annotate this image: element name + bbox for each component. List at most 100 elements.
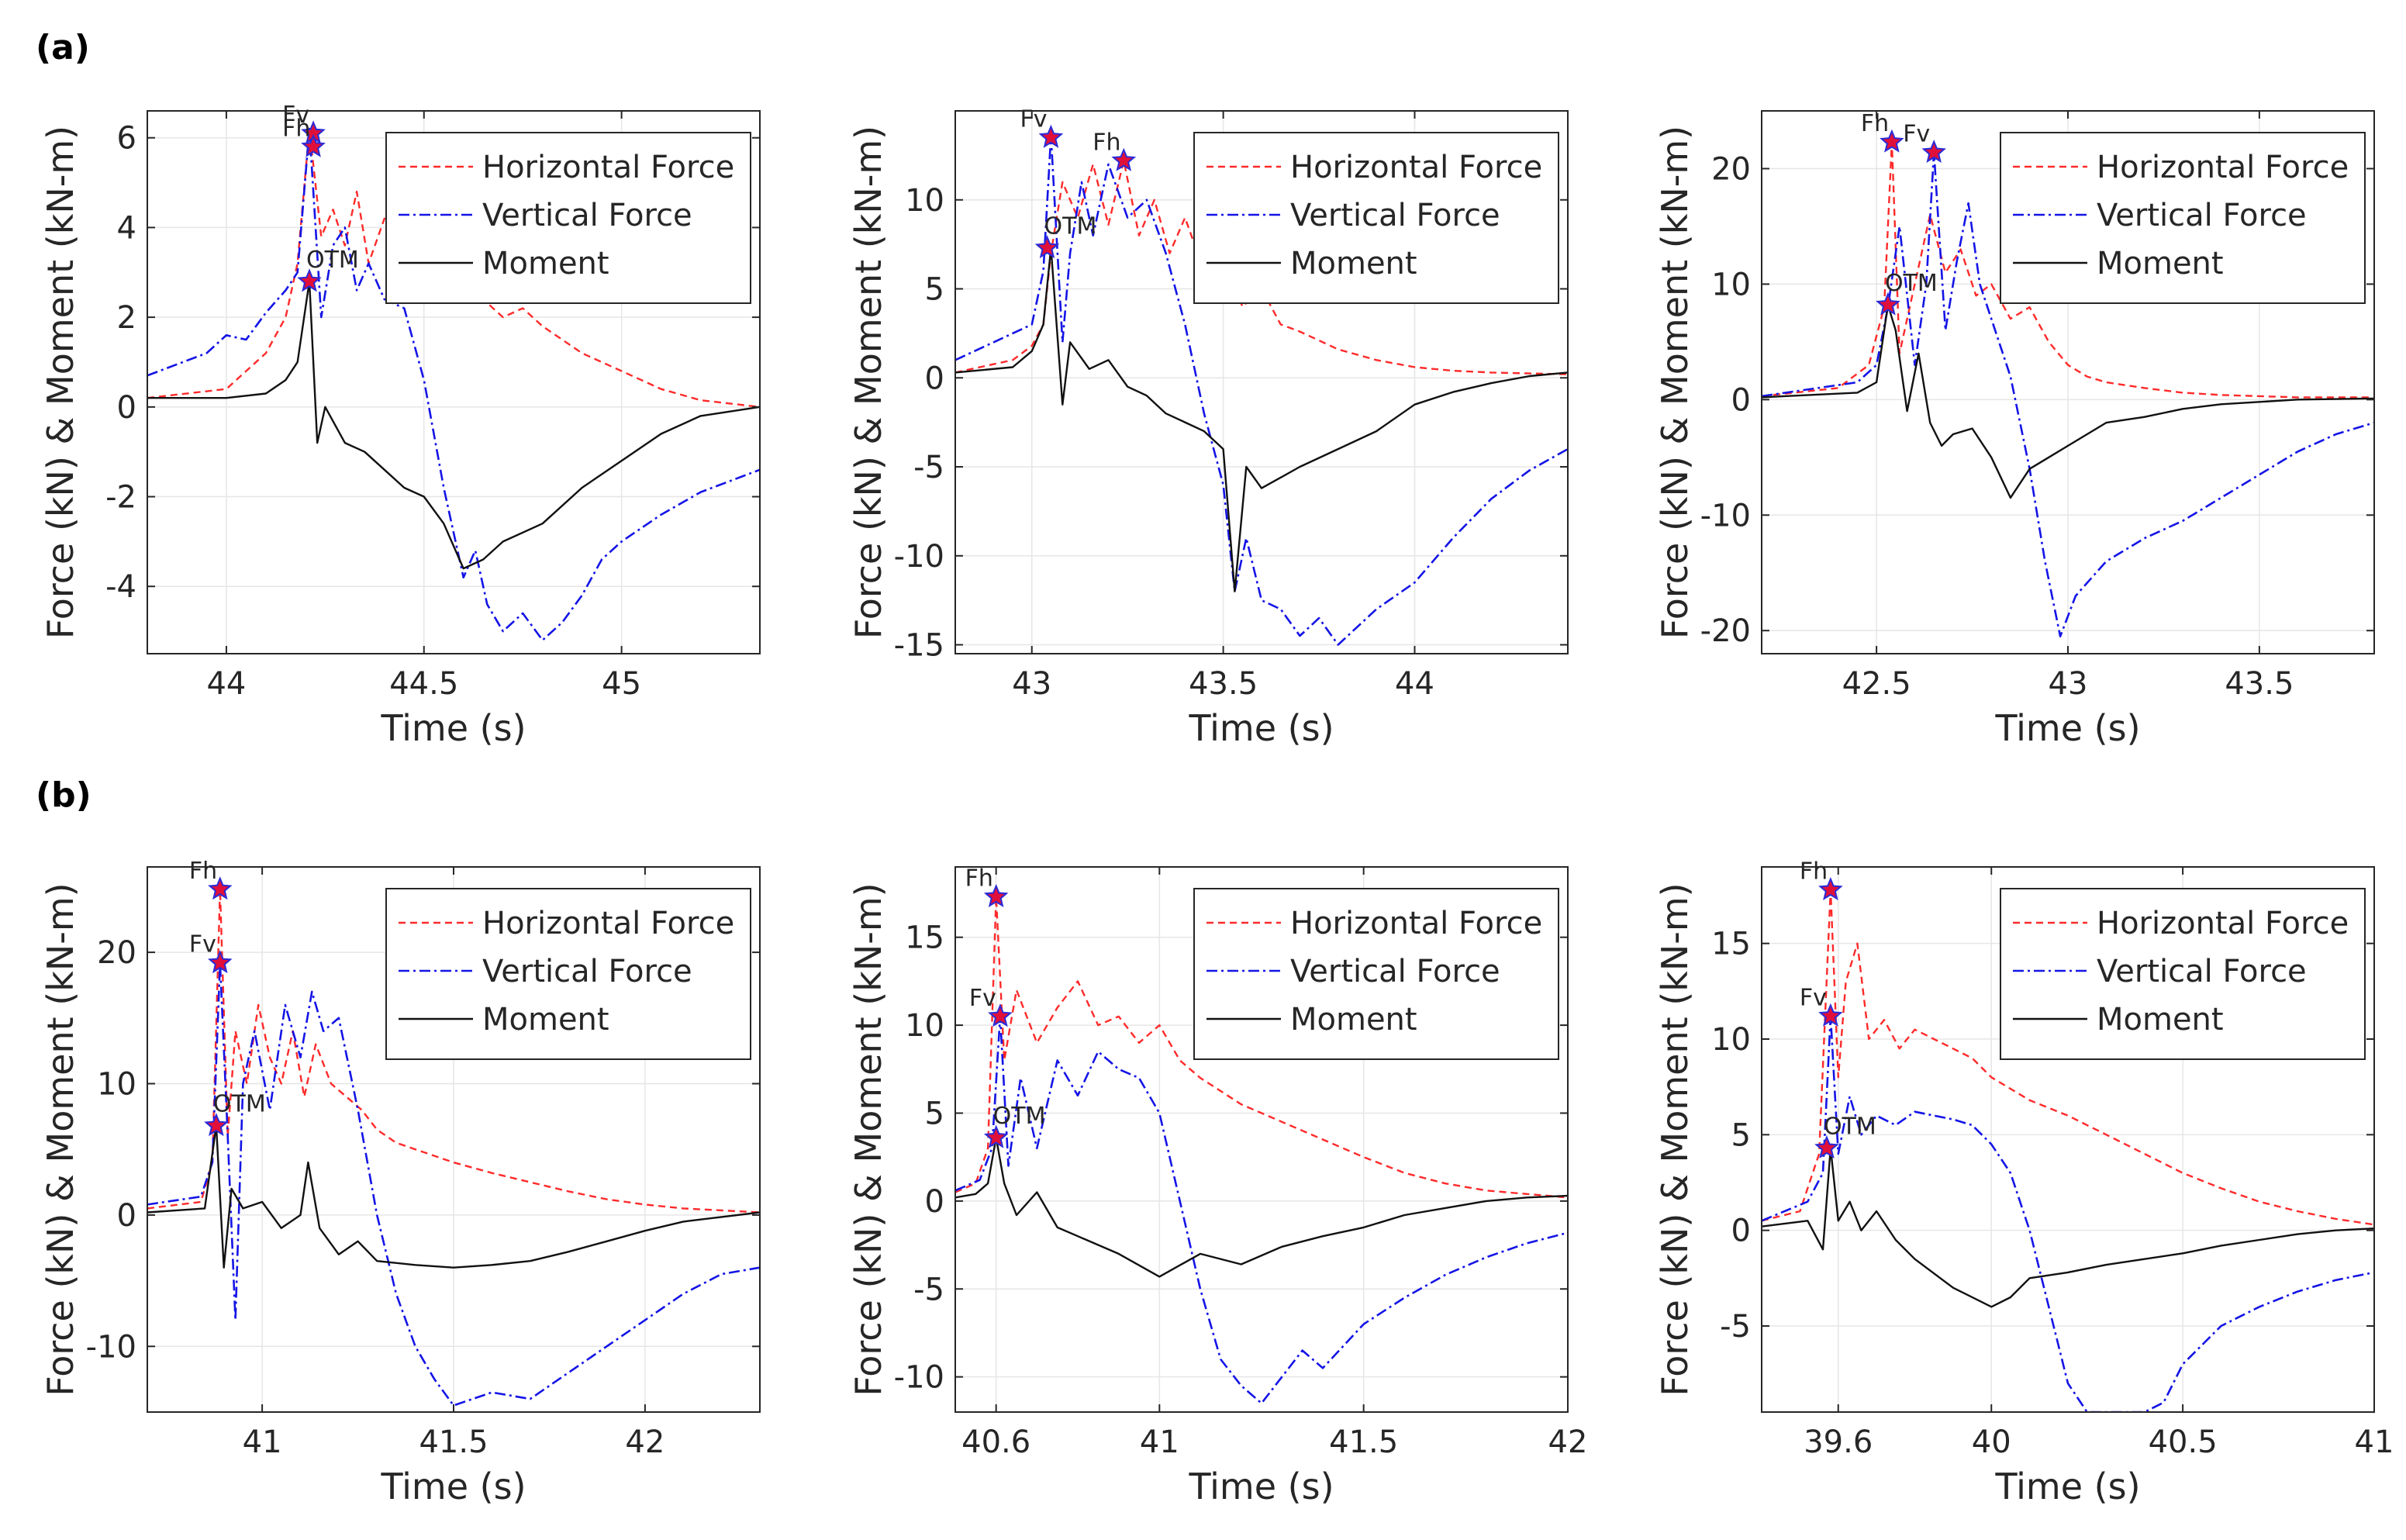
peak-label-fh: Fh bbox=[1093, 129, 1120, 156]
legend-label-m: Moment bbox=[2097, 246, 2224, 281]
y-tick-label: 0 bbox=[117, 390, 136, 426]
series-line-v bbox=[1762, 1015, 2374, 1412]
peak-label-otm: OTM bbox=[213, 1091, 266, 1118]
row-label-a: (a) bbox=[36, 28, 90, 67]
legend-box bbox=[1193, 132, 1559, 304]
y-axis-label: Force (kN) & Moment (kN-m) bbox=[40, 126, 81, 639]
y-tick-label: -2 bbox=[105, 480, 136, 516]
y-tick-label: 20 bbox=[1711, 151, 1751, 187]
peak-marker-otm bbox=[1034, 235, 1060, 259]
series-line-m bbox=[1762, 1147, 2374, 1308]
x-axis-label: Time (s) bbox=[1188, 707, 1334, 749]
legend: Horizontal Force Vertical Force Moment bbox=[385, 132, 751, 304]
chart-panel-a-3: Fh Fv OTM 42.5 43 43.5 -20 -10 0 10 20 Time (s) Forc… bbox=[1654, 110, 2375, 749]
series-group bbox=[955, 134, 1568, 646]
series-line-h bbox=[1762, 140, 2374, 399]
y-tick-label: 10 bbox=[1711, 1022, 1751, 1058]
legend: Horizontal Force Vertical Force Moment bbox=[2000, 132, 2366, 304]
peak-label-fv: Fv bbox=[189, 931, 216, 958]
peak-label-otm: OTM bbox=[1044, 213, 1097, 240]
series-line-v bbox=[1762, 151, 2374, 638]
legend-box bbox=[2000, 888, 2366, 1060]
series-line-m bbox=[147, 280, 760, 570]
y-axis-label: Force (kN) & Moment (kN-m) bbox=[847, 882, 889, 1396]
series-line-v bbox=[955, 134, 1568, 646]
x-axis-label: Time (s) bbox=[380, 1466, 526, 1507]
peak-marker-fh bbox=[983, 883, 1009, 907]
series-line-h bbox=[147, 888, 760, 1214]
legend-label-v: Vertical Force bbox=[2097, 198, 2307, 233]
y-tick-label: -5 bbox=[1720, 1309, 1751, 1345]
legend-label-h: Horizontal Force bbox=[2097, 150, 2349, 185]
peak-marker-otm bbox=[1814, 1134, 1839, 1158]
peak-label-otm: OTM bbox=[993, 1103, 1046, 1130]
y-tick-label: 5 bbox=[1731, 1117, 1751, 1153]
x-tick-label: 42 bbox=[1548, 1424, 1588, 1460]
legend-label-m: Moment bbox=[1290, 246, 1417, 281]
x-tick-label: 41 bbox=[243, 1424, 282, 1460]
series-line-v bbox=[147, 127, 760, 641]
chart-panel-b-3: Fh Fv OTM 39.6 40 40.5 41 -5 0 5 10 15 Time (s) Force… bbox=[1654, 858, 2394, 1507]
x-tick-label: 42.5 bbox=[1842, 666, 1911, 702]
peak-label-fv: Fv bbox=[1903, 121, 1930, 148]
peak-label-fv: Fv bbox=[282, 102, 309, 129]
series-line-m bbox=[147, 1124, 760, 1269]
y-axis-label: Force (kN) & Moment (kN-m) bbox=[847, 126, 889, 639]
peak-marker-fh bbox=[208, 876, 233, 900]
y-tick-label: 10 bbox=[905, 183, 944, 219]
peak-marker-fh bbox=[1111, 147, 1137, 171]
peak-label-otm: OTM bbox=[306, 247, 359, 274]
peak-label-fh: Fh bbox=[965, 865, 993, 893]
y-tick-label: 0 bbox=[117, 1198, 136, 1234]
legend-label-h: Horizontal Force bbox=[2097, 906, 2349, 941]
y-tick-label: 20 bbox=[97, 935, 136, 971]
series-group bbox=[1762, 889, 2374, 1412]
peak-marker-otm bbox=[983, 1124, 1009, 1148]
legend-label-h: Horizontal Force bbox=[1290, 906, 1542, 941]
chart-panel-a-2: Fv Fh OTM 43 43.5 44 -15 -10 -5 0 5 10 Time (s) Force… bbox=[847, 105, 1569, 749]
y-tick-label: 10 bbox=[1711, 267, 1751, 302]
peak-marker-otm bbox=[1876, 292, 1900, 316]
axes-box bbox=[954, 866, 1569, 1413]
y-tick-label: -15 bbox=[894, 628, 944, 664]
y-tick-label: 15 bbox=[905, 920, 944, 956]
y-tick-label: -5 bbox=[913, 450, 944, 485]
y-tick-label: 10 bbox=[97, 1067, 136, 1103]
x-axis-label: Time (s) bbox=[1994, 1466, 2140, 1507]
row-label-b: (b) bbox=[36, 775, 91, 815]
x-tick-label: 41.5 bbox=[1329, 1424, 1398, 1460]
peak-marker-fh bbox=[1818, 876, 1843, 900]
peak-marker-fv bbox=[1818, 1003, 1843, 1027]
x-tick-label: 40 bbox=[1972, 1424, 2011, 1460]
axes-box bbox=[1761, 866, 2375, 1413]
y-tick-label: 4 bbox=[117, 210, 136, 246]
series-group bbox=[147, 888, 760, 1407]
legend: Horizontal Force Vertical Force Moment bbox=[1193, 132, 1559, 304]
y-tick-label: -10 bbox=[1700, 498, 1751, 533]
peak-label-fv: Fv bbox=[969, 985, 996, 1012]
y-tick-label: -10 bbox=[894, 539, 944, 575]
x-tick-label: 45 bbox=[602, 666, 641, 702]
series-line-m bbox=[955, 1136, 1568, 1278]
x-tick-label: 43.5 bbox=[1189, 666, 1258, 702]
peak-marker-fh bbox=[1880, 129, 1904, 153]
legend-label-v: Vertical Force bbox=[1290, 954, 1500, 989]
x-tick-label: 44 bbox=[1395, 666, 1434, 702]
legend-label-v: Vertical Force bbox=[482, 954, 692, 989]
peak-marker-otm bbox=[297, 268, 322, 292]
y-tick-label: 15 bbox=[1711, 927, 1751, 962]
peak-marker-fh bbox=[301, 133, 326, 157]
peak-label-fh: Fh bbox=[1861, 110, 1889, 137]
x-tick-label: 40.6 bbox=[961, 1424, 1030, 1460]
axes-box bbox=[954, 110, 1569, 654]
y-tick-label: 2 bbox=[117, 300, 136, 336]
legend-label-m: Moment bbox=[2097, 1002, 2224, 1038]
legend-label-m: Moment bbox=[1290, 1002, 1417, 1038]
x-tick-label: 44 bbox=[206, 666, 246, 702]
peak-label-fh: Fh bbox=[282, 115, 310, 142]
series-line-v bbox=[147, 962, 760, 1407]
peak-label-fv: Fv bbox=[1020, 105, 1047, 133]
legend-box bbox=[1193, 888, 1559, 1060]
peak-marker-fv bbox=[1921, 139, 1946, 164]
x-tick-label: 42 bbox=[625, 1424, 664, 1460]
